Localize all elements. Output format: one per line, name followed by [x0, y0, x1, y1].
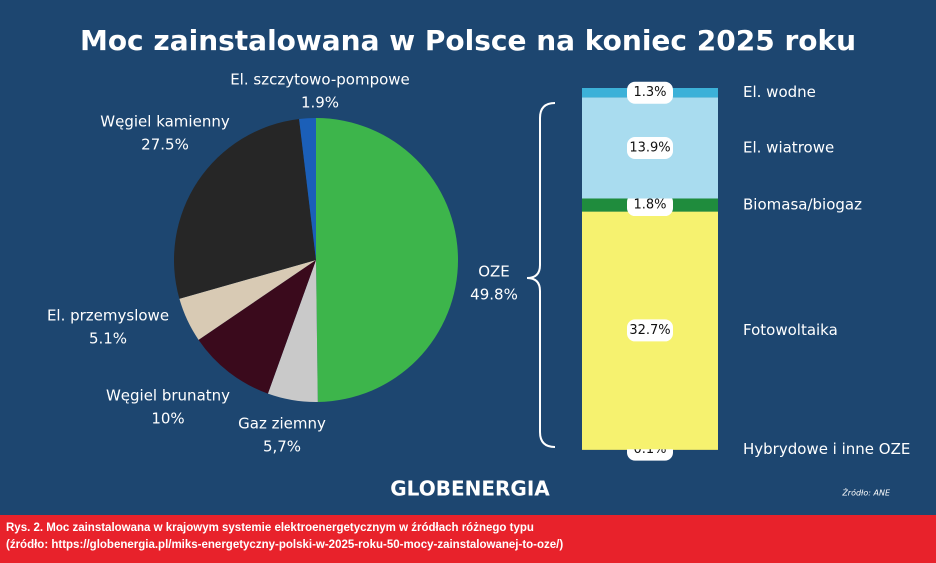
caption-line: (źródło: https://globenergia.pl/miks-ene…: [6, 539, 564, 551]
logo: GLOBENERGIA: [390, 477, 550, 501]
segment-value: 1.8%: [633, 198, 666, 213]
label-box: [627, 319, 673, 342]
segment-value: 13.9%: [629, 140, 670, 155]
label-box: [627, 194, 673, 217]
background: [0, 0, 936, 515]
caption: Rys. 2. Moc zainstalowana w krajowym sys…: [0, 515, 936, 563]
pie-slice: [316, 118, 459, 402]
chart: Moc zainstalowana w Polsce na koniec 202…: [0, 0, 936, 515]
slice-value: 10%: [151, 410, 184, 428]
segment-value: 1.3%: [633, 85, 666, 100]
segment-name: Hybrydowe i inne OZE: [743, 440, 910, 458]
slice-value: 5,7%: [263, 438, 301, 456]
slice-label: Węgiel brunatny: [106, 387, 230, 405]
source: Źródło: ANE: [841, 487, 891, 498]
slice-value: 49.8%: [470, 286, 518, 304]
chart-title: Moc zainstalowana w Polsce na koniec 202…: [80, 24, 856, 57]
slice-value: 5.1%: [89, 330, 127, 348]
slice-label: Gaz ziemny: [238, 415, 326, 433]
pie-slice: [198, 260, 316, 394]
slice-label: El. szczytowo-pompowe: [230, 71, 410, 89]
pie-slice: [174, 119, 316, 299]
slice-label: El. przemyslowe: [47, 307, 169, 325]
label-box: [627, 81, 673, 104]
segment-name: Biomasa/biogaz: [743, 196, 862, 214]
segment-name: El. wiatrowe: [743, 138, 834, 156]
label-box: [627, 136, 673, 159]
segment-name: El. wodne: [743, 83, 816, 101]
pie-slice: [267, 260, 318, 402]
slice-label: OZE: [478, 263, 510, 281]
pie-slice: [179, 260, 316, 340]
segment-value: 32.7%: [629, 323, 670, 338]
brace: [526, 102, 556, 448]
slice-value: 1.9%: [301, 94, 339, 112]
slice-value: 27.5%: [141, 136, 189, 154]
pie-slice: [299, 118, 316, 260]
slice-label: Węgiel kamienny: [100, 113, 230, 131]
segment-name: Fotowoltaika: [743, 321, 838, 339]
caption-line: Rys. 2. Moc zainstalowana w krajowym sys…: [6, 522, 534, 534]
